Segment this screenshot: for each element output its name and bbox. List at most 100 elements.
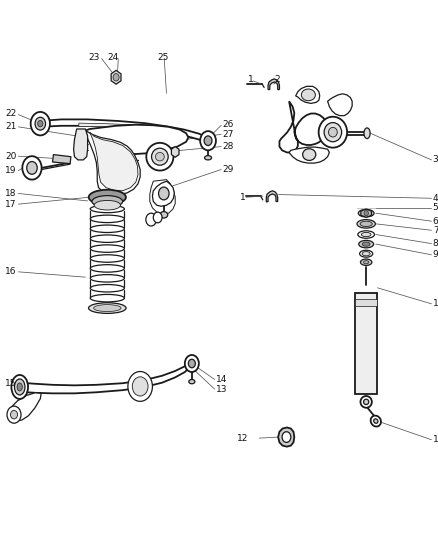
Ellipse shape: [94, 200, 120, 210]
Ellipse shape: [90, 215, 124, 223]
Circle shape: [31, 112, 50, 135]
Ellipse shape: [328, 127, 337, 137]
Ellipse shape: [17, 383, 22, 391]
Polygon shape: [152, 181, 174, 206]
Text: 7: 7: [433, 226, 438, 235]
Text: 10: 10: [433, 300, 438, 308]
Ellipse shape: [360, 396, 372, 408]
Text: 14: 14: [216, 375, 227, 384]
Bar: [355, 299, 377, 306]
Polygon shape: [85, 131, 140, 195]
Text: 2: 2: [274, 76, 279, 84]
Ellipse shape: [364, 128, 370, 139]
Text: 28: 28: [223, 142, 234, 151]
Ellipse shape: [360, 221, 372, 227]
Polygon shape: [328, 94, 352, 116]
Ellipse shape: [88, 303, 126, 313]
Ellipse shape: [94, 305, 121, 311]
Polygon shape: [20, 360, 193, 393]
Text: 11: 11: [433, 435, 438, 444]
Circle shape: [153, 212, 162, 223]
Text: 15: 15: [5, 379, 17, 388]
Circle shape: [204, 136, 212, 146]
Ellipse shape: [360, 259, 372, 265]
Text: 9: 9: [433, 251, 438, 259]
Ellipse shape: [90, 235, 124, 243]
Polygon shape: [39, 119, 208, 144]
Text: 22: 22: [5, 109, 17, 118]
Ellipse shape: [146, 143, 173, 171]
Ellipse shape: [364, 261, 369, 264]
Polygon shape: [74, 129, 88, 160]
Ellipse shape: [358, 209, 374, 217]
Text: 21: 21: [5, 123, 17, 131]
Ellipse shape: [324, 123, 342, 142]
Polygon shape: [85, 125, 188, 154]
Text: 1: 1: [247, 76, 254, 84]
Ellipse shape: [11, 375, 28, 399]
Polygon shape: [79, 123, 175, 133]
Circle shape: [7, 406, 21, 423]
Text: 20: 20: [5, 152, 17, 160]
Text: 29: 29: [223, 165, 234, 174]
Ellipse shape: [362, 252, 370, 256]
Text: 17: 17: [5, 200, 17, 208]
Text: 16: 16: [5, 268, 17, 276]
Ellipse shape: [205, 156, 212, 160]
Circle shape: [11, 410, 18, 419]
Text: 25: 25: [157, 53, 169, 61]
Polygon shape: [296, 86, 320, 103]
Circle shape: [282, 432, 291, 442]
Text: 18: 18: [5, 189, 17, 198]
Text: 26: 26: [223, 120, 234, 129]
Ellipse shape: [360, 250, 373, 257]
Circle shape: [200, 131, 216, 150]
Circle shape: [38, 120, 43, 127]
Circle shape: [185, 355, 199, 372]
Polygon shape: [278, 427, 294, 447]
Polygon shape: [289, 147, 329, 163]
Circle shape: [159, 187, 169, 200]
Ellipse shape: [303, 149, 316, 160]
Text: 13: 13: [216, 385, 227, 393]
Circle shape: [35, 117, 46, 130]
Ellipse shape: [90, 245, 124, 252]
Ellipse shape: [14, 379, 25, 395]
Ellipse shape: [155, 152, 164, 161]
Ellipse shape: [189, 379, 195, 384]
Ellipse shape: [152, 148, 168, 165]
Ellipse shape: [90, 225, 124, 232]
Ellipse shape: [357, 220, 375, 228]
Circle shape: [132, 377, 148, 396]
Text: 4: 4: [433, 194, 438, 203]
Ellipse shape: [358, 231, 374, 238]
Text: 3: 3: [433, 156, 438, 164]
Ellipse shape: [160, 212, 168, 218]
Ellipse shape: [359, 240, 374, 248]
Ellipse shape: [374, 419, 378, 423]
Circle shape: [113, 74, 119, 81]
Ellipse shape: [301, 89, 315, 101]
Ellipse shape: [90, 265, 124, 272]
Circle shape: [364, 211, 368, 216]
Polygon shape: [279, 101, 328, 152]
Text: 23: 23: [88, 53, 100, 61]
Text: 12: 12: [237, 434, 249, 442]
Circle shape: [128, 372, 152, 401]
Ellipse shape: [371, 416, 381, 426]
Text: 19: 19: [5, 166, 17, 175]
Ellipse shape: [318, 117, 347, 148]
Polygon shape: [266, 191, 278, 202]
Circle shape: [27, 161, 37, 174]
Text: 8: 8: [433, 239, 438, 248]
Circle shape: [146, 213, 156, 226]
Polygon shape: [53, 155, 71, 164]
Ellipse shape: [362, 242, 370, 246]
Ellipse shape: [90, 205, 124, 213]
Ellipse shape: [92, 196, 123, 207]
Polygon shape: [10, 393, 41, 421]
Text: 5: 5: [433, 204, 438, 212]
Ellipse shape: [90, 294, 124, 302]
Polygon shape: [361, 209, 371, 217]
Ellipse shape: [364, 399, 369, 405]
